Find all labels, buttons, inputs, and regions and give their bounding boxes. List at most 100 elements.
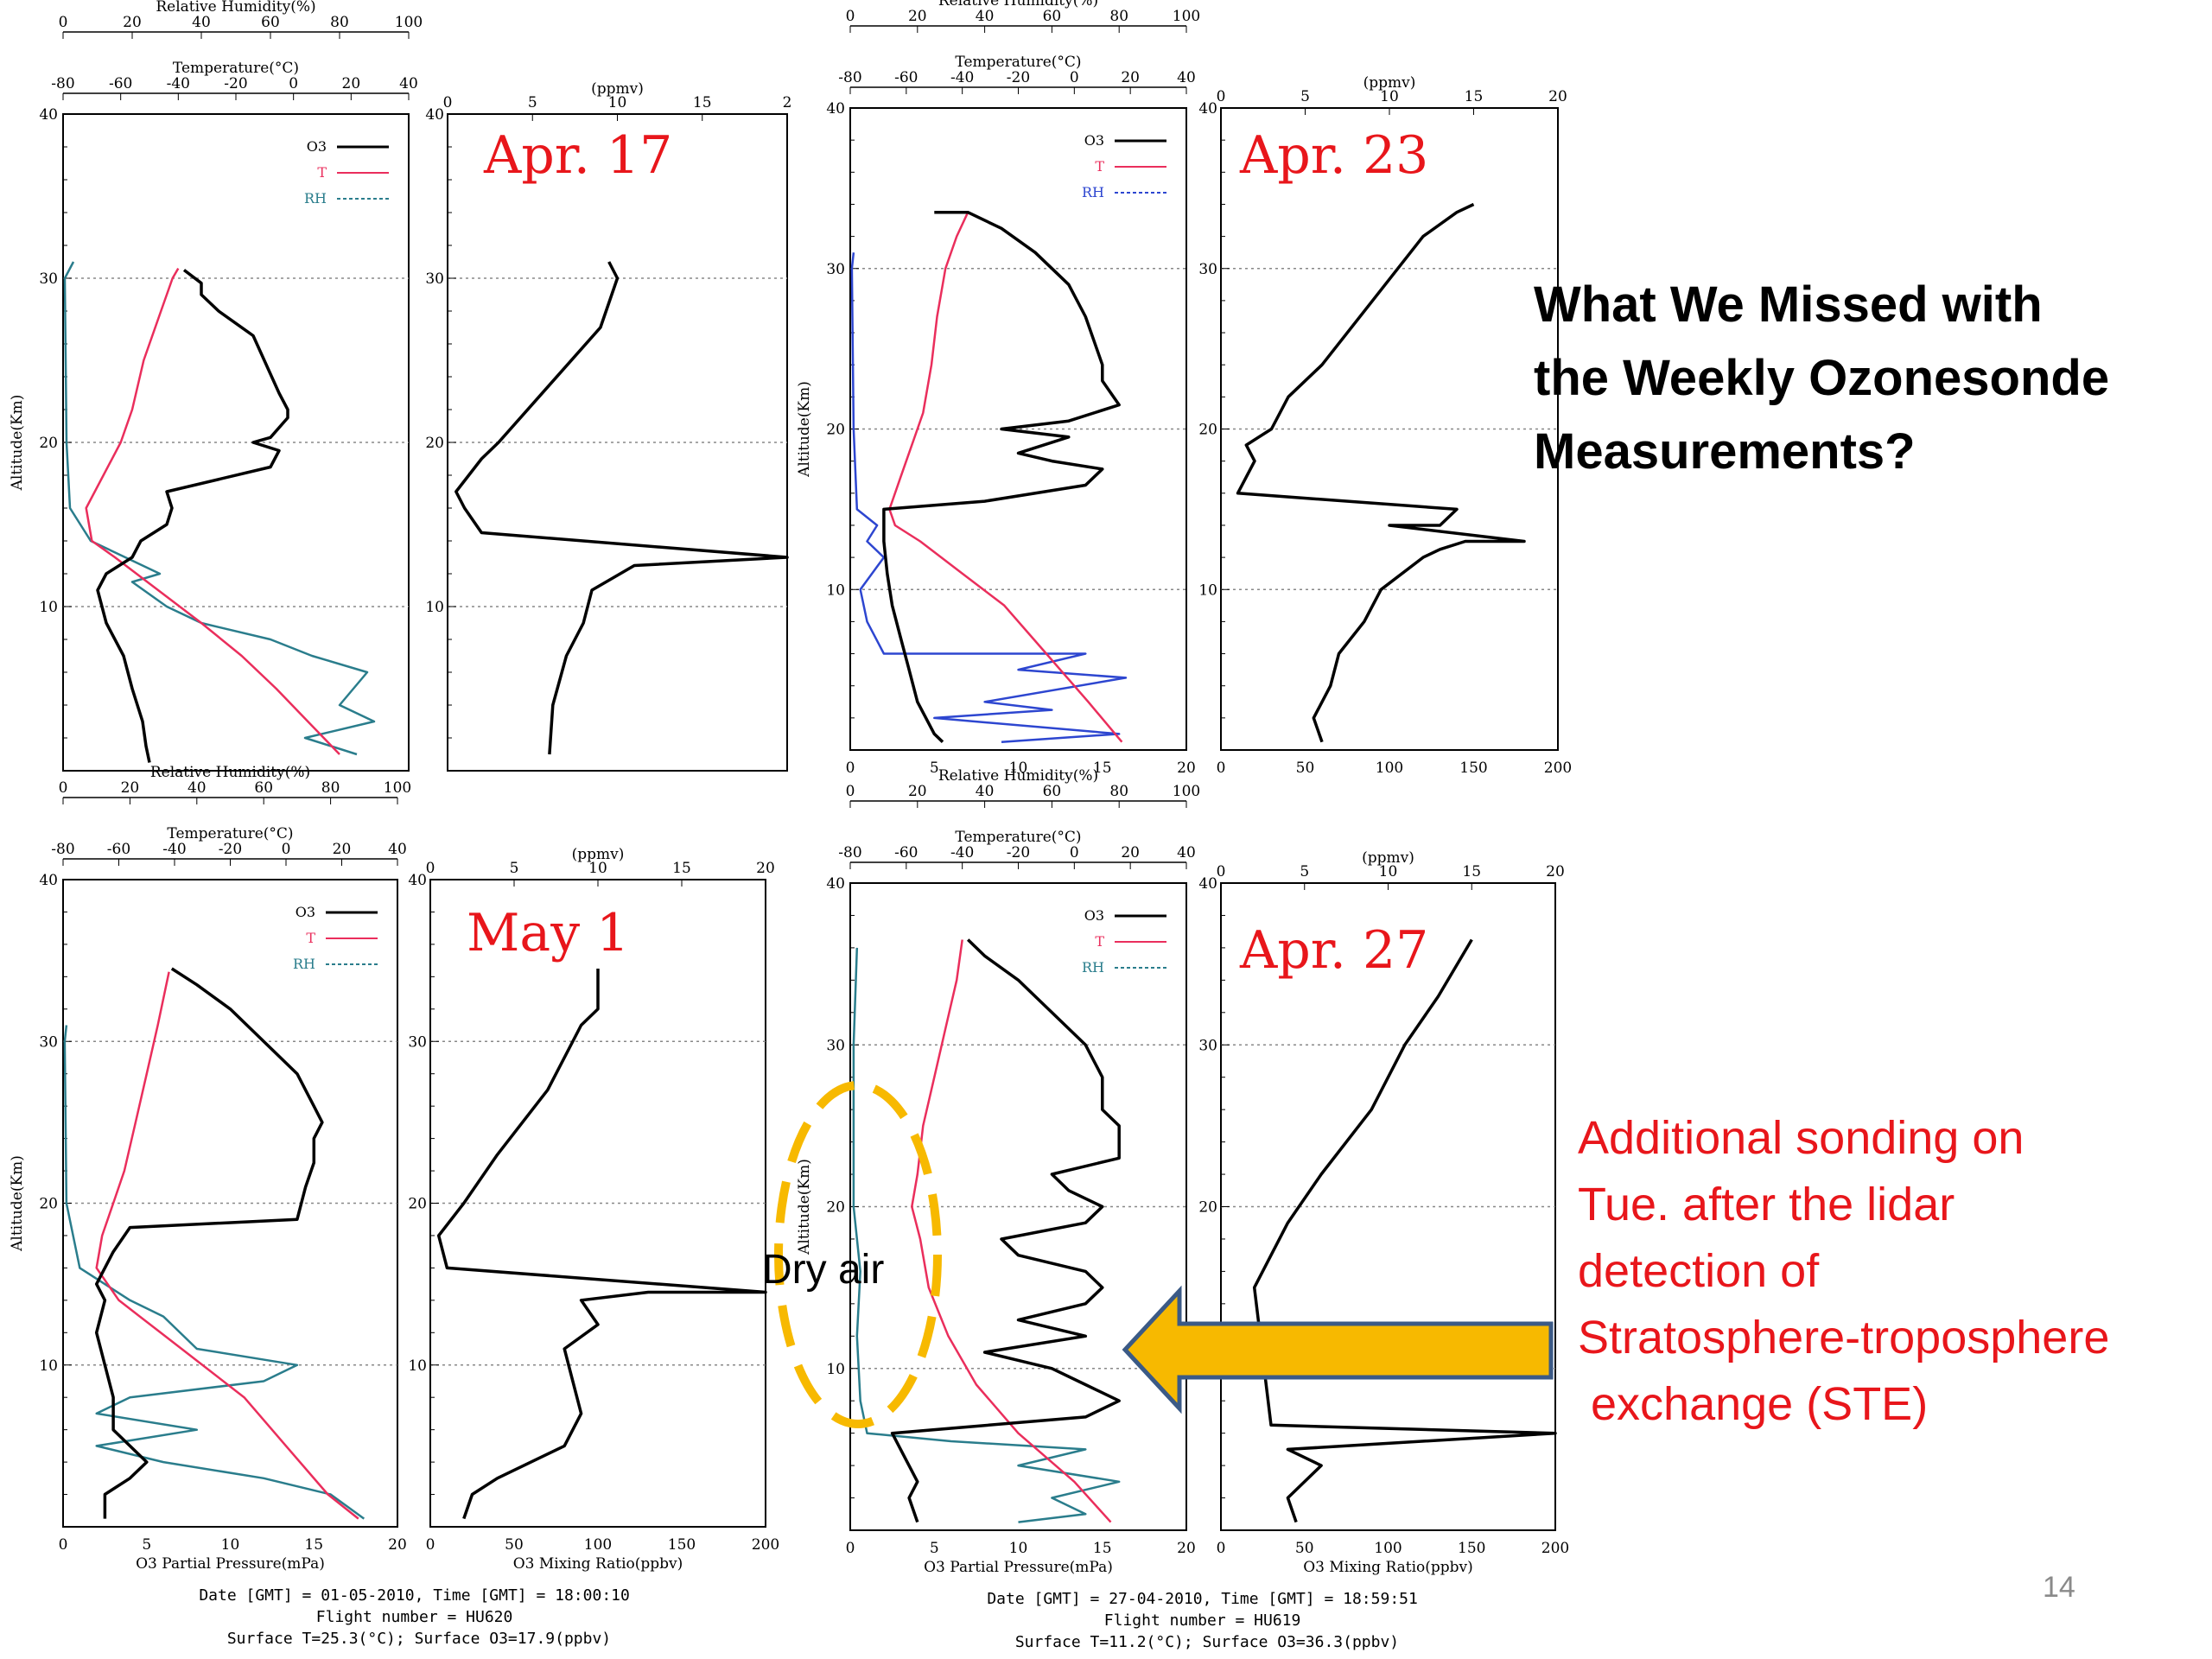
rh-tick-label: 20 xyxy=(121,779,140,797)
mr-tick-label: 0 xyxy=(1217,1540,1226,1557)
rh-tick-label: 0 xyxy=(59,14,68,31)
altitude-axis-label: Altitude(Km) xyxy=(9,1155,26,1252)
mr-tick-label: 200 xyxy=(1544,760,1572,777)
altitude-tick-label: 40 xyxy=(1198,875,1217,893)
ppmv-tick-label: 20 xyxy=(756,860,775,877)
altitude-tick-label: 10 xyxy=(826,1361,845,1378)
altitude-tick-label: 10 xyxy=(408,1357,427,1375)
rh-tick-label: 0 xyxy=(846,8,855,25)
date-label: May 1 xyxy=(467,903,629,963)
rh-tick-label: 0 xyxy=(846,783,855,800)
temperature-tick-label: -40 xyxy=(950,844,974,861)
pp-tick-label: 5 xyxy=(930,760,939,777)
rh-tick-label: 80 xyxy=(321,779,340,797)
legend-label-rh: RH xyxy=(293,956,315,972)
rh-tick-label: 40 xyxy=(976,8,995,25)
ppmv-tick-label: 20 xyxy=(1546,863,1565,880)
rh-tick-label: 40 xyxy=(188,779,207,797)
pp-tick-label: 15 xyxy=(1093,760,1112,777)
ppmv-axis-label: (ppmv) xyxy=(1363,74,1416,92)
temperature-tick-label: -60 xyxy=(107,841,130,858)
temperature-series-line xyxy=(95,971,359,1520)
footer-line: Date [GMT] = 01-05-2010, Time [GMT] = 18… xyxy=(199,1586,630,1605)
ppmv-axis-label: (ppmv) xyxy=(1362,849,1414,867)
rh-axis-label: Relative Humidity(%) xyxy=(938,767,1098,785)
mr-tick-label: 150 xyxy=(1459,760,1487,777)
temperature-axis-label: Temperature(°C) xyxy=(955,54,1081,71)
ppmv-tick-label: 10 xyxy=(608,94,627,111)
ppmv-tick-label: 5 xyxy=(528,94,537,111)
rh-series-line xyxy=(852,947,1121,1523)
temperature-axis-label: Temperature(°C) xyxy=(955,829,1081,846)
o3-partial-pressure-line xyxy=(882,210,1121,743)
dry-air-label: Dry air xyxy=(762,1247,884,1293)
ppmv-tick-label: 0 xyxy=(1217,863,1226,880)
date-label: Apr. 27 xyxy=(1239,920,1428,981)
altitude-tick-label: 10 xyxy=(39,1357,58,1375)
legend-label-t: T xyxy=(1095,158,1104,175)
rh-tick-label: 100 xyxy=(1173,8,1200,25)
ppmv-tick-label: 15 xyxy=(693,94,712,111)
slide-title: What We Missed with the Weekly Ozonesond… xyxy=(1534,276,2123,480)
o3-mixing-ratio-line xyxy=(436,969,767,1520)
temperature-tick-label: 20 xyxy=(1121,844,1140,861)
rh-tick-label: 100 xyxy=(1173,783,1200,800)
ste-note: Additional sonding on Tue. after the lid… xyxy=(1578,1112,2122,1430)
pp-tick-label: 20 xyxy=(388,1536,407,1554)
temperature-axis-label: Temperature(°C) xyxy=(167,825,293,842)
footer-line: Flight number = HU620 xyxy=(316,1608,513,1626)
altitude-tick-label: 20 xyxy=(826,1199,845,1217)
rh-axis-label: Relative Humidity(%) xyxy=(938,0,1098,10)
temperature-tick-label: -60 xyxy=(109,75,132,92)
o3-mixing-ratio-line xyxy=(454,261,789,755)
temperature-axis-label: Temperature(°C) xyxy=(173,60,299,77)
altitude-tick-label: 30 xyxy=(826,261,845,278)
ppmv-tick-label: 0 xyxy=(443,94,453,111)
temperature-tick-label: 0 xyxy=(1070,69,1079,86)
altitude-tick-label: 30 xyxy=(39,1033,58,1051)
title-line: the Weekly Ozonesonde xyxy=(1534,350,2109,406)
altitude-tick-label: 20 xyxy=(425,435,444,452)
ppmv-tick-label: 5 xyxy=(510,860,519,877)
title-line: What We Missed with xyxy=(1534,276,2043,333)
footer-left: Date [GMT] = 01-05-2010, Time [GMT] = 18… xyxy=(199,1586,639,1648)
ppmv-tick-label: 10 xyxy=(1379,863,1398,880)
rh-tick-label: 100 xyxy=(384,779,411,797)
footer-line: Flight number = HU619 xyxy=(1104,1611,1301,1630)
sonde-panel-4: 1010202030304040Altitude(Km)020406080100… xyxy=(796,767,1569,1576)
legend-label-o3: O3 xyxy=(296,904,315,920)
temperature-tick-label: 20 xyxy=(333,841,352,858)
note-line: Stratosphere-troposphere xyxy=(1578,1312,2109,1363)
ppmv-tick-label: 0 xyxy=(426,860,435,877)
altitude-tick-label: 30 xyxy=(1198,261,1217,278)
ppmv-axis-label: (ppmv) xyxy=(572,846,625,863)
rh-tick-label: 0 xyxy=(59,779,68,797)
rh-tick-label: 40 xyxy=(976,783,995,800)
altitude-axis-label: Altitude(Km) xyxy=(796,1159,813,1255)
pp-tick-label: 5 xyxy=(930,1540,939,1557)
altitude-tick-label: 40 xyxy=(408,872,427,889)
mr-tick-label: 0 xyxy=(1217,760,1226,777)
o3-partial-pressure-line xyxy=(96,269,289,763)
rh-tick-label: 100 xyxy=(395,14,423,31)
altitude-tick-label: 20 xyxy=(826,422,845,439)
altitude-tick-label: 40 xyxy=(39,872,58,889)
mr-tick-label: 0 xyxy=(426,1536,435,1554)
pp-tick-label: 0 xyxy=(846,1540,855,1557)
mr-tick-label: 200 xyxy=(1541,1540,1569,1557)
temperature-tick-label: 40 xyxy=(1177,69,1196,86)
footer-line: Date [GMT] = 27-04-2010, Time [GMT] = 18… xyxy=(987,1590,1418,1608)
mr-tick-label: 100 xyxy=(1376,760,1403,777)
temperature-series-line xyxy=(888,212,1123,743)
rh-axis-label: Relative Humidity(%) xyxy=(156,0,315,16)
ppmv-tick-label: 10 xyxy=(588,860,607,877)
rh-series-line xyxy=(850,252,1128,743)
temperature-tick-label: -60 xyxy=(894,844,918,861)
ppmv-axis-label: (ppmv) xyxy=(591,80,644,98)
rh-tick-label: 20 xyxy=(123,14,142,31)
temperature-tick-label: -80 xyxy=(51,841,74,858)
